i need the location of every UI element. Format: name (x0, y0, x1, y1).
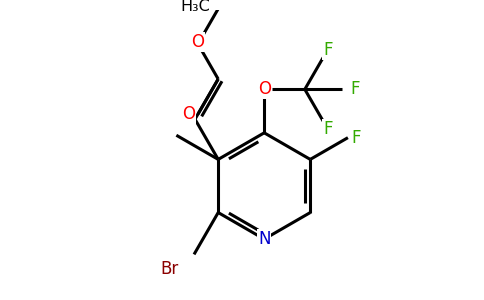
Text: Br: Br (160, 260, 179, 278)
Text: F: F (323, 41, 333, 59)
Text: O: O (257, 80, 271, 98)
Text: O: O (191, 33, 204, 51)
Text: O: O (182, 105, 195, 123)
Text: N: N (258, 230, 271, 248)
Text: F: F (351, 129, 361, 147)
Text: F: F (350, 80, 360, 98)
Text: F: F (323, 120, 333, 138)
Text: H₃C: H₃C (181, 0, 211, 14)
